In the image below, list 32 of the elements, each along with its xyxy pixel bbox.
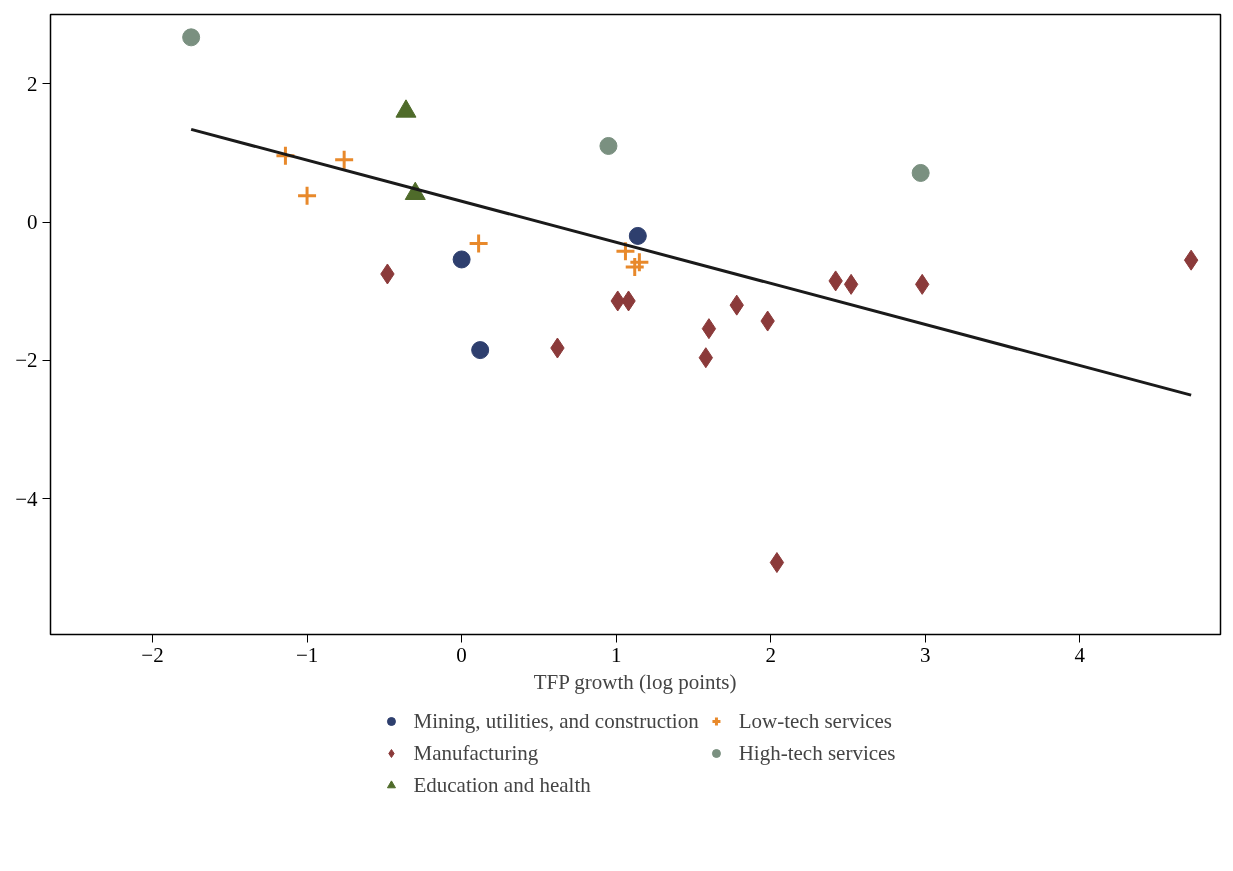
x-tick-label: 4 <box>1074 642 1086 667</box>
x-tick-label: 3 <box>920 642 931 667</box>
point <box>333 149 355 171</box>
point <box>628 226 647 245</box>
point <box>701 318 717 340</box>
x-tick-label: −2 <box>141 642 164 667</box>
x-tick-label: 0 <box>456 642 467 667</box>
point <box>911 163 930 182</box>
y-tick-label: 2 <box>27 71 38 96</box>
point <box>624 256 646 278</box>
y-tick-label: −4 <box>15 486 38 511</box>
legend-label: Low-tech services <box>738 707 893 735</box>
y-tick-label: −2 <box>15 348 38 373</box>
x-tick-label: 1 <box>610 642 622 667</box>
x-tick-label: 2 <box>765 642 776 667</box>
point <box>452 250 471 269</box>
point <box>843 273 859 295</box>
legend-label: Education and health <box>413 771 591 799</box>
x-axis-title: TFP growth (log points) <box>533 669 737 694</box>
point <box>182 28 201 47</box>
point <box>471 341 490 360</box>
point <box>599 136 618 155</box>
legend-label: Mining, utilities, and construction <box>413 707 699 735</box>
x-tick-label: −1 <box>295 642 319 667</box>
point <box>769 552 785 574</box>
point <box>296 185 318 207</box>
point <box>628 251 650 273</box>
legend-label: High-tech services <box>738 739 896 767</box>
legend-label: Manufacturing <box>413 739 539 767</box>
y-tick-label: 0 <box>27 210 38 235</box>
point <box>1183 249 1199 271</box>
point <box>468 233 490 255</box>
